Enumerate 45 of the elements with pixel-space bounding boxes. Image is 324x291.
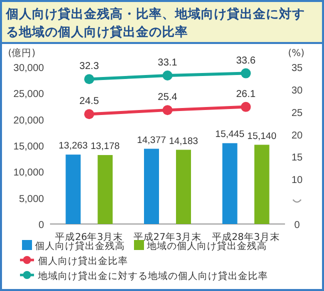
chart-title: 個人向け貸出金残高・比率、地域向け貸出金に対する地域の個人向け貸出金の比率 [5, 6, 305, 39]
point [162, 105, 172, 116]
y-axis-title: (億円) [8, 47, 36, 59]
y2-tick-label: 35 [291, 63, 303, 74]
y-tick-label: 0 [38, 220, 44, 231]
data-label: 15,140 [247, 130, 276, 142]
point [162, 70, 172, 81]
y2-tick-label: 30 [291, 85, 303, 96]
y-tick-label: 5,000 [18, 194, 44, 205]
data-label: 26.1 [236, 88, 256, 100]
data-label: 24.5 [79, 96, 100, 108]
y2-tick-label: 10 [291, 175, 303, 186]
legend-label: 個人向け貸出金残高 [35, 240, 125, 252]
data-label: 13,263 [58, 140, 88, 152]
y-tick-label: 25,000 [13, 89, 44, 100]
bar [254, 144, 270, 224]
data-label: 15,445 [215, 129, 244, 140]
y2-tick-label: 0 [294, 220, 300, 231]
point [84, 109, 94, 120]
y2-tick-label: 15 [291, 152, 303, 164]
data-label: 33.1 [158, 58, 178, 69]
bar [222, 143, 238, 224]
legend-label: 地域向け貸出金に対する地域の個人向け貸出金比率 [37, 270, 268, 282]
data-label: 25.4 [158, 92, 178, 104]
y2-tick-label: 20 [291, 130, 303, 142]
point [240, 68, 251, 78]
legend-label: 地域の個人向け貸出金残高 [146, 240, 267, 252]
y-tick-label: 15,000 [13, 142, 44, 152]
bar [66, 154, 81, 224]
data-label: 32.3 [79, 61, 100, 72]
data-label: 14,377 [136, 134, 166, 146]
point [240, 102, 251, 112]
y-tick-label: 20,000 [13, 115, 44, 126]
data-label: 33.6 [236, 55, 256, 66]
bar [144, 148, 159, 224]
y2-tick-label: 25 [291, 108, 303, 119]
legend-label: 個人向け貸出金比率 [38, 255, 128, 267]
bar [98, 155, 113, 224]
data-label: 13,178 [90, 141, 120, 152]
y-tick-label: 10,000 [13, 168, 44, 179]
y-tick-label: 30,000 [13, 63, 44, 74]
bar [176, 150, 191, 224]
y2-axis-title: (%) [288, 48, 304, 59]
point [84, 74, 94, 84]
data-label: 14,183 [168, 136, 198, 147]
